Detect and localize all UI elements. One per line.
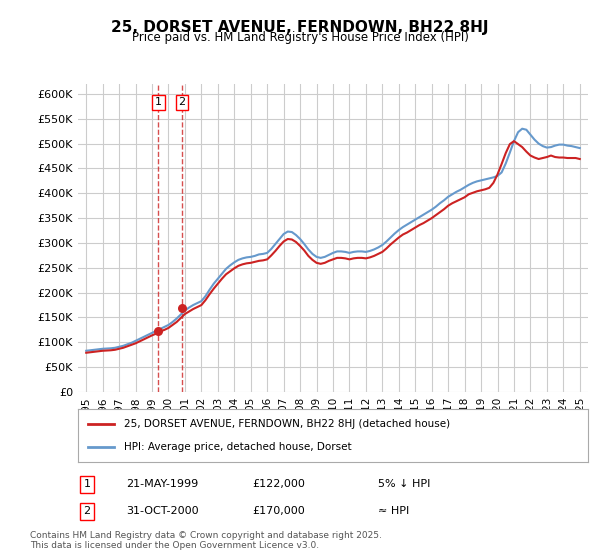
Text: 1: 1 (83, 479, 91, 489)
Text: 2: 2 (83, 506, 91, 516)
Text: HPI: Average price, detached house, Dorset: HPI: Average price, detached house, Dors… (124, 442, 352, 452)
Text: 31-OCT-2000: 31-OCT-2000 (126, 506, 199, 516)
Point (154, 327, 163, 336)
Text: Price paid vs. HM Land Registry's House Price Index (HPI): Price paid vs. HM Land Registry's House … (131, 31, 469, 44)
Point (178, 303, 187, 312)
Text: 1: 1 (155, 97, 162, 108)
Text: Contains HM Land Registry data © Crown copyright and database right 2025.
This d: Contains HM Land Registry data © Crown c… (30, 530, 382, 550)
Text: 21-MAY-1999: 21-MAY-1999 (126, 479, 198, 489)
Text: £122,000: £122,000 (252, 479, 305, 489)
Text: ≈ HPI: ≈ HPI (378, 506, 409, 516)
Text: 25, DORSET AVENUE, FERNDOWN, BH22 8HJ (detached house): 25, DORSET AVENUE, FERNDOWN, BH22 8HJ (d… (124, 419, 450, 429)
Text: £170,000: £170,000 (252, 506, 305, 516)
Text: 5% ↓ HPI: 5% ↓ HPI (378, 479, 430, 489)
Text: 2: 2 (179, 97, 186, 108)
Text: 25, DORSET AVENUE, FERNDOWN, BH22 8HJ: 25, DORSET AVENUE, FERNDOWN, BH22 8HJ (111, 20, 489, 35)
